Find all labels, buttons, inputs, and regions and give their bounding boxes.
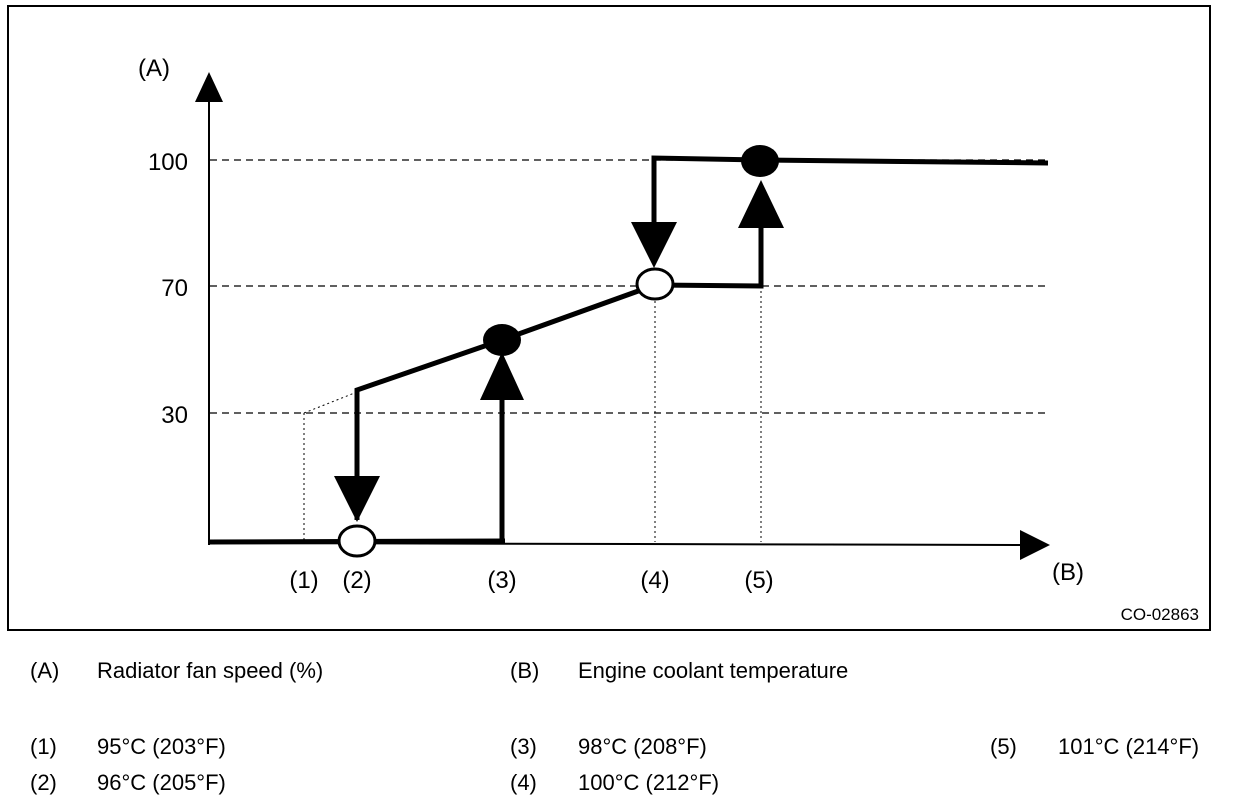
legend-text-2: 96°C (205°F) (97, 770, 226, 795)
legend-text-3: 98°C (208°F) (578, 734, 707, 759)
diagram-svg: (A) (B) 100 70 30 (1) (2) (3) (4) (5) CO… (7, 5, 1211, 631)
legend-text-5: 101°C (214°F) (1058, 734, 1200, 759)
legend-key-4: (4) (510, 770, 537, 795)
point-2-open (337, 524, 377, 558)
fan-characteristic (354, 155, 1049, 541)
fan-speed-diagram: (A) (B) 100 70 30 (1) (2) (3) (4) (5) CO… (7, 5, 1211, 631)
legend-key-3: (3) (510, 734, 537, 759)
axis-a-label: (A) (138, 55, 170, 82)
y-tick-30: 30 (161, 402, 188, 429)
arrow-up-at-5 (738, 180, 784, 228)
x-axis-arrowhead (1020, 530, 1050, 560)
legend-text-a: Radiator fan speed (%) (97, 658, 324, 683)
horizontal-guides (210, 159, 1050, 414)
legend: (A) Radiator fan speed (%) (B) Engine co… (0, 640, 1248, 802)
x-marker-4: (4) (640, 567, 669, 594)
legend-key-b: (B) (510, 658, 540, 683)
figure-frame (7, 5, 1211, 631)
point-3-filled (483, 324, 521, 356)
arrow-down-at-2 (334, 476, 380, 522)
x-marker-5: (5) (744, 567, 773, 594)
y-axis-arrowhead (195, 72, 223, 102)
rising-segment (354, 282, 656, 520)
point-5-filled (741, 145, 779, 177)
vertical-guides (303, 286, 762, 542)
arrow-down-at-4 (631, 222, 677, 268)
x-marker-2: (2) (342, 567, 371, 594)
y-tick-100: 100 (148, 149, 188, 176)
legend-text-4: 100°C (212°F) (578, 770, 720, 795)
legend-key-1: (1) (30, 734, 57, 759)
legend-key-2: (2) (30, 770, 57, 795)
legend-text-1: 95°C (203°F) (97, 734, 226, 759)
x-marker-1: (1) (289, 567, 318, 594)
legend-text-b: Engine coolant temperature (578, 658, 849, 683)
plateau-100 (651, 155, 1049, 258)
plateau-70 (654, 228, 764, 289)
point-4-open (635, 267, 675, 301)
x-marker-3: (3) (487, 567, 516, 594)
y-tick-70: 70 (161, 275, 188, 302)
legend-key-5: (5) (990, 734, 1017, 759)
arrow-up-at-3 (480, 352, 524, 400)
legend-key-a: (A) (30, 658, 60, 683)
guide-slope-extension (303, 391, 358, 414)
figure-id: CO-02863 (1121, 605, 1199, 624)
axis-b-label: (B) (1052, 559, 1084, 586)
